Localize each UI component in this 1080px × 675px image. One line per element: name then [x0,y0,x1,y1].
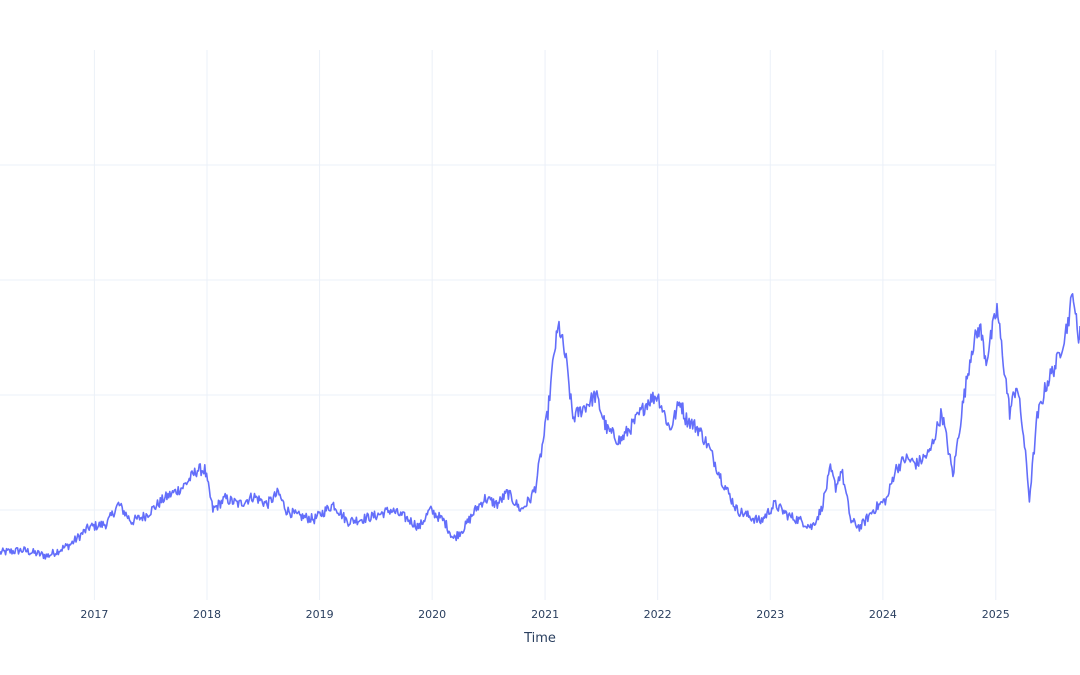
x-tick-label: 2025 [982,608,1010,621]
series-line [0,293,1080,560]
series-layer [0,293,1080,560]
x-tick-label: 2019 [306,608,334,621]
horizontal-gridlines [0,164,995,511]
x-tick-label: 2023 [756,608,784,621]
x-tick-label: 2017 [80,608,108,621]
x-tick-label: 2024 [869,608,897,621]
vertical-gridlines [93,50,997,600]
x-tick-labels: 2017 2018 2019 2020 2021 2022 2023 2024 2025 [80,608,1009,621]
x-tick-label: 2018 [193,608,221,621]
x-tick-label: 2022 [644,608,672,621]
x-tick-label: 2020 [418,608,446,621]
x-axis-title: Time [523,631,556,646]
x-tick-label: 2021 [531,608,559,621]
